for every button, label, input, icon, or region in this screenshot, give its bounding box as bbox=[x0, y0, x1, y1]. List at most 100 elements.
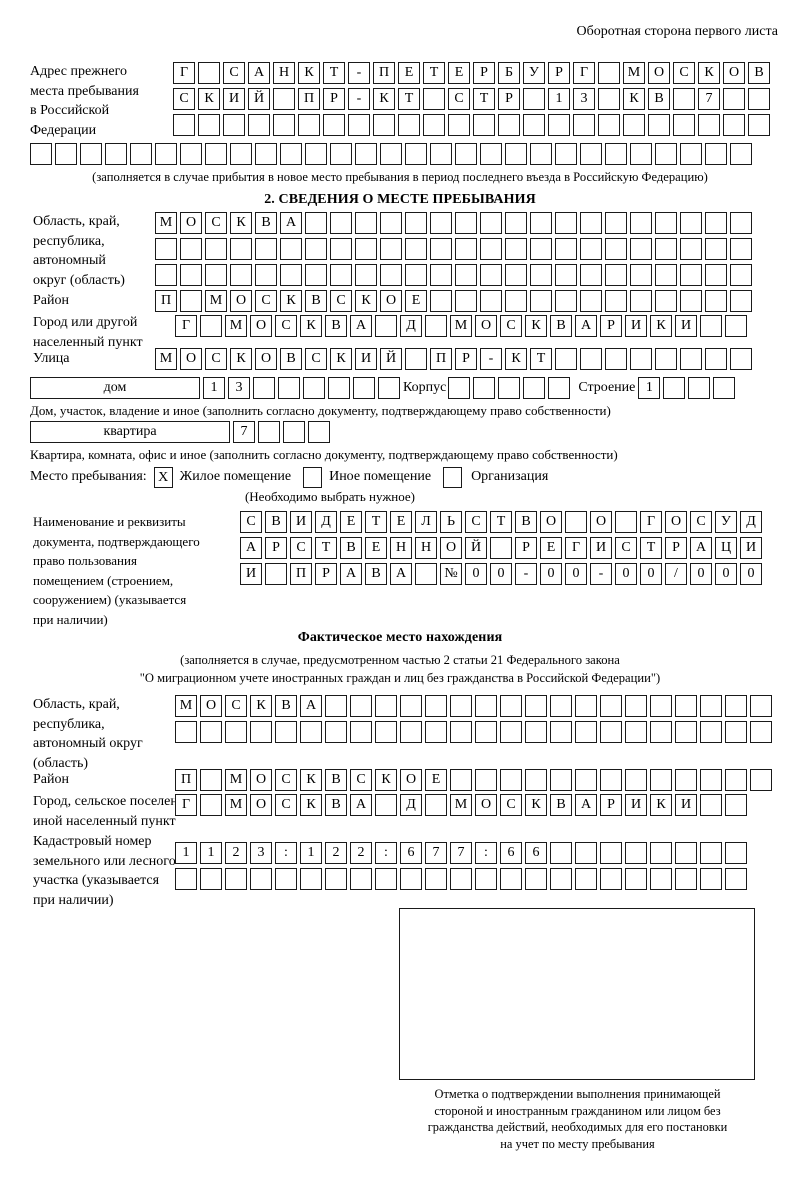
char-cell[interactable]: 3 bbox=[250, 842, 272, 864]
char-cell[interactable]: О bbox=[440, 537, 462, 559]
char-cell[interactable]: М bbox=[450, 315, 472, 337]
char-cell[interactable] bbox=[278, 377, 300, 399]
char-cell[interactable] bbox=[480, 264, 502, 286]
char-cell[interactable]: 3 bbox=[228, 377, 250, 399]
char-cell[interactable] bbox=[673, 114, 695, 136]
char-cell[interactable] bbox=[580, 143, 602, 165]
char-cell[interactable]: № bbox=[440, 563, 462, 585]
char-cell[interactable] bbox=[258, 421, 280, 443]
char-cell[interactable]: К bbox=[650, 315, 672, 337]
char-cell[interactable] bbox=[680, 212, 702, 234]
char-cell[interactable]: О bbox=[665, 511, 687, 533]
char-cell[interactable] bbox=[423, 114, 445, 136]
char-cell[interactable] bbox=[280, 143, 302, 165]
char-cell[interactable] bbox=[730, 212, 752, 234]
char-cell[interactable]: В bbox=[325, 315, 347, 337]
char-cell[interactable] bbox=[650, 769, 672, 791]
char-cell[interactable]: О bbox=[180, 348, 202, 370]
char-cell[interactable]: Р bbox=[600, 794, 622, 816]
char-cell[interactable] bbox=[675, 695, 697, 717]
char-cell[interactable] bbox=[230, 143, 252, 165]
char-cell[interactable] bbox=[730, 143, 752, 165]
char-cell[interactable]: О bbox=[540, 511, 562, 533]
stamp-area[interactable] bbox=[399, 908, 755, 1080]
char-cell[interactable] bbox=[450, 695, 472, 717]
char-cell[interactable]: 0 bbox=[565, 563, 587, 585]
char-cell[interactable] bbox=[705, 348, 727, 370]
char-cell[interactable] bbox=[200, 868, 222, 890]
char-cell[interactable]: Р bbox=[265, 537, 287, 559]
char-cell[interactable] bbox=[625, 721, 647, 743]
char-cell[interactable]: 0 bbox=[715, 563, 737, 585]
char-cell[interactable] bbox=[230, 264, 252, 286]
char-cell[interactable] bbox=[655, 290, 677, 312]
char-cell[interactable] bbox=[455, 238, 477, 260]
char-cell[interactable] bbox=[55, 143, 77, 165]
char-cell[interactable]: С bbox=[673, 62, 695, 84]
char-cell[interactable] bbox=[580, 348, 602, 370]
char-cell[interactable] bbox=[550, 769, 572, 791]
char-cell[interactable] bbox=[530, 143, 552, 165]
char-cell[interactable] bbox=[598, 62, 620, 84]
char-cell[interactable] bbox=[300, 721, 322, 743]
char-cell[interactable] bbox=[305, 143, 327, 165]
char-cell[interactable]: 1 bbox=[548, 88, 570, 110]
char-cell[interactable]: Т bbox=[473, 88, 495, 110]
char-cell[interactable]: К bbox=[230, 348, 252, 370]
char-cell[interactable] bbox=[348, 114, 370, 136]
char-cell[interactable]: Т bbox=[490, 511, 512, 533]
char-cell[interactable] bbox=[630, 212, 652, 234]
char-cell[interactable] bbox=[380, 264, 402, 286]
stay-type-checkbox-organization[interactable] bbox=[443, 466, 463, 488]
char-cell[interactable]: Г bbox=[565, 537, 587, 559]
char-cell[interactable] bbox=[680, 143, 702, 165]
char-cell[interactable] bbox=[355, 212, 377, 234]
char-cell[interactable]: А bbox=[575, 315, 597, 337]
char-cell[interactable] bbox=[505, 290, 527, 312]
char-cell[interactable]: И bbox=[675, 794, 697, 816]
char-cell[interactable]: А bbox=[690, 537, 712, 559]
char-cell[interactable] bbox=[378, 377, 400, 399]
char-cell[interactable] bbox=[273, 114, 295, 136]
char-cell[interactable] bbox=[750, 695, 772, 717]
char-cell[interactable] bbox=[255, 264, 277, 286]
char-cell[interactable] bbox=[713, 377, 736, 399]
char-cell[interactable] bbox=[605, 143, 627, 165]
char-cell[interactable] bbox=[705, 212, 727, 234]
char-cell[interactable] bbox=[415, 563, 437, 585]
char-cell[interactable]: В bbox=[255, 212, 277, 234]
char-cell[interactable]: О bbox=[250, 315, 272, 337]
char-cell[interactable]: К bbox=[525, 794, 547, 816]
char-cell[interactable] bbox=[505, 143, 527, 165]
char-cell[interactable]: М bbox=[623, 62, 645, 84]
char-cell[interactable] bbox=[198, 62, 220, 84]
char-cell[interactable]: Д bbox=[740, 511, 762, 533]
char-cell[interactable] bbox=[275, 868, 297, 890]
char-cell[interactable]: П bbox=[175, 769, 197, 791]
char-cell[interactable] bbox=[255, 143, 277, 165]
char-cell[interactable] bbox=[625, 842, 647, 864]
char-cell[interactable] bbox=[700, 769, 722, 791]
korpus-grid[interactable] bbox=[448, 377, 573, 399]
char-cell[interactable] bbox=[30, 143, 52, 165]
char-cell[interactable] bbox=[730, 290, 752, 312]
char-cell[interactable] bbox=[600, 769, 622, 791]
char-cell[interactable]: С bbox=[275, 315, 297, 337]
char-cell[interactable] bbox=[300, 868, 322, 890]
char-cell[interactable] bbox=[380, 238, 402, 260]
char-cell[interactable] bbox=[555, 212, 577, 234]
char-cell[interactable]: Т bbox=[323, 62, 345, 84]
char-cell[interactable] bbox=[323, 114, 345, 136]
char-cell[interactable] bbox=[400, 695, 422, 717]
char-cell[interactable] bbox=[575, 842, 597, 864]
char-cell[interactable]: И bbox=[675, 315, 697, 337]
stay-type-checkbox-other[interactable] bbox=[303, 466, 323, 488]
char-cell[interactable]: В bbox=[325, 769, 347, 791]
char-cell[interactable]: 0 bbox=[540, 563, 562, 585]
char-cell[interactable]: Р bbox=[548, 62, 570, 84]
